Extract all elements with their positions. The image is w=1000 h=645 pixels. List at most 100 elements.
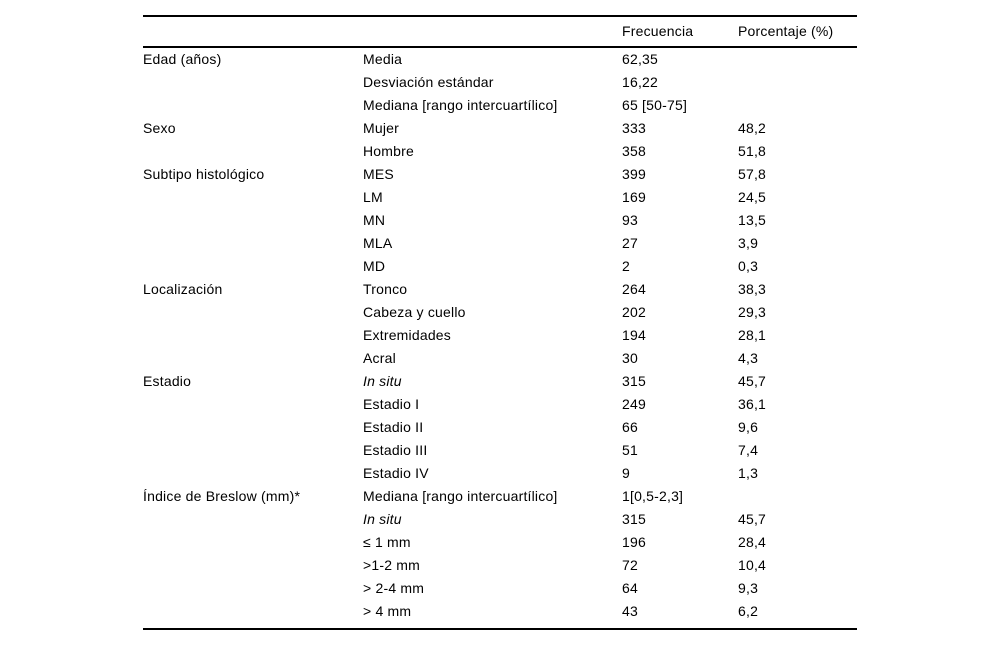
percentage-cell: 36,1: [738, 396, 767, 412]
frequency-cell: 43: [622, 603, 638, 619]
table-row: Hombre 358 51,8: [143, 140, 857, 163]
frequency-cell: 9: [622, 465, 630, 481]
category-cell: Sexo: [143, 120, 176, 136]
label-cell: Estadio IV: [363, 465, 429, 481]
label-cell: > 4 mm: [363, 603, 412, 619]
label-cell: Tronco: [363, 281, 408, 297]
table-row: Edad (años) Media 62,35: [143, 47, 857, 71]
table-row: Localización Tronco 264 38,3: [143, 278, 857, 301]
category-cell: [143, 439, 363, 462]
percentage-cell: 45,7: [738, 511, 767, 527]
frequency-cell: 315: [622, 511, 646, 527]
frequency-cell: 72: [622, 557, 638, 573]
merged-value-cell: 16,22: [622, 74, 659, 90]
percentage-cell: 10,4: [738, 557, 767, 573]
category-cell: [143, 140, 363, 163]
category-cell: [143, 301, 363, 324]
frequency-cell: 264: [622, 281, 646, 297]
category-cell: [143, 577, 363, 600]
table-row: > 2-4 mm 64 9,3: [143, 577, 857, 600]
table-row: Sexo Mujer 333 48,2: [143, 117, 857, 140]
category-cell: [143, 232, 363, 255]
empty-header-cell: [363, 17, 622, 48]
category-cell: [143, 347, 363, 370]
frequency-cell: 196: [622, 534, 646, 550]
percentage-cell: 9,6: [738, 419, 759, 435]
label-cell: In situ: [363, 373, 402, 389]
label-cell: In situ: [363, 511, 402, 527]
table-row: MD 2 0,3: [143, 255, 857, 278]
label-cell: MLA: [363, 235, 393, 251]
percentage-cell: 0,3: [738, 258, 759, 274]
category-cell: [143, 416, 363, 439]
label-cell: Cabeza y cuello: [363, 304, 466, 320]
label-cell: ≤ 1 mm: [363, 534, 411, 550]
percentage-cell: 9,3: [738, 580, 759, 596]
category-cell: [143, 393, 363, 416]
table-header-row: Frecuencia Porcentaje (%): [143, 17, 857, 48]
percentage-cell: 7,4: [738, 442, 759, 458]
label-cell: Estadio II: [363, 419, 424, 435]
label-cell: Extremidades: [363, 327, 451, 343]
percentage-cell: 24,5: [738, 189, 767, 205]
table-row: Índice de Breslow (mm)* Mediana [rango i…: [143, 485, 857, 508]
frequency-cell: 27: [622, 235, 638, 251]
frequency-cell: 169: [622, 189, 646, 205]
table-row: > 4 mm 43 6,2: [143, 600, 857, 623]
frequency-cell: 51: [622, 442, 638, 458]
frequency-cell: 333: [622, 120, 646, 136]
percentage-cell: 6,2: [738, 603, 759, 619]
frequency-cell: 64: [622, 580, 638, 596]
label-cell: Hombre: [363, 143, 414, 159]
label-cell: > 2-4 mm: [363, 580, 425, 596]
category-cell: [143, 554, 363, 577]
category-cell: Índice de Breslow (mm)*: [143, 488, 301, 504]
frequency-cell: 194: [622, 327, 646, 343]
category-cell: [143, 531, 363, 554]
empty-header-cell: [143, 17, 363, 48]
frequency-cell: 30: [622, 350, 638, 366]
table-row: Estadio II 66 9,6: [143, 416, 857, 439]
descriptive-statistics-table-container: Frecuencia Porcentaje (%) Edad (años) Me…: [143, 15, 857, 630]
percentage-cell: 4,3: [738, 350, 759, 366]
label-cell: Acral: [363, 350, 396, 366]
column-header-frequency: Frecuencia: [622, 17, 738, 48]
frequency-cell: 93: [622, 212, 638, 228]
table-row: ≤ 1 mm 196 28,4: [143, 531, 857, 554]
label-cell: Mediana [rango intercuartílico]: [363, 97, 558, 113]
percentage-cell: 45,7: [738, 373, 767, 389]
label-cell: Estadio III: [363, 442, 428, 458]
frequency-cell: 2: [622, 258, 630, 274]
percentage-cell: 13,5: [738, 212, 767, 228]
descriptive-statistics-table: Frecuencia Porcentaje (%) Edad (años) Me…: [143, 17, 857, 623]
label-cell: >1-2 mm: [363, 557, 421, 573]
frequency-cell: 249: [622, 396, 646, 412]
table-row: Acral 30 4,3: [143, 347, 857, 370]
percentage-cell: 28,1: [738, 327, 767, 343]
table-row: Desviación estándar 16,22: [143, 71, 857, 94]
category-cell: Subtipo histológico: [143, 166, 265, 182]
table-row: Extremidades 194 28,1: [143, 324, 857, 347]
label-cell: Mediana [rango intercuartílico]: [363, 488, 558, 504]
column-header-percentage: Porcentaje (%): [738, 17, 857, 48]
percentage-cell: [738, 485, 857, 508]
category-cell: [143, 324, 363, 347]
merged-value-cell: 62,35: [622, 51, 659, 67]
label-cell: MES: [363, 166, 394, 182]
frequency-cell: 1[0,5-2,3]: [622, 488, 684, 504]
table-row: Mediana [rango intercuartílico] 65 [50-7…: [143, 94, 857, 117]
label-cell: Desviación estándar: [363, 74, 494, 90]
percentage-cell: 38,3: [738, 281, 767, 297]
table-row: Estadio III 51 7,4: [143, 439, 857, 462]
label-cell: Mujer: [363, 120, 400, 136]
category-cell: Edad (años): [143, 51, 222, 67]
percentage-cell: 48,2: [738, 120, 767, 136]
label-cell: Estadio I: [363, 396, 420, 412]
label-cell: MD: [363, 258, 386, 274]
category-cell: [143, 508, 363, 531]
table-row: >1-2 mm 72 10,4: [143, 554, 857, 577]
percentage-cell: 3,9: [738, 235, 759, 251]
category-cell: [143, 94, 363, 117]
category-cell: [143, 209, 363, 232]
